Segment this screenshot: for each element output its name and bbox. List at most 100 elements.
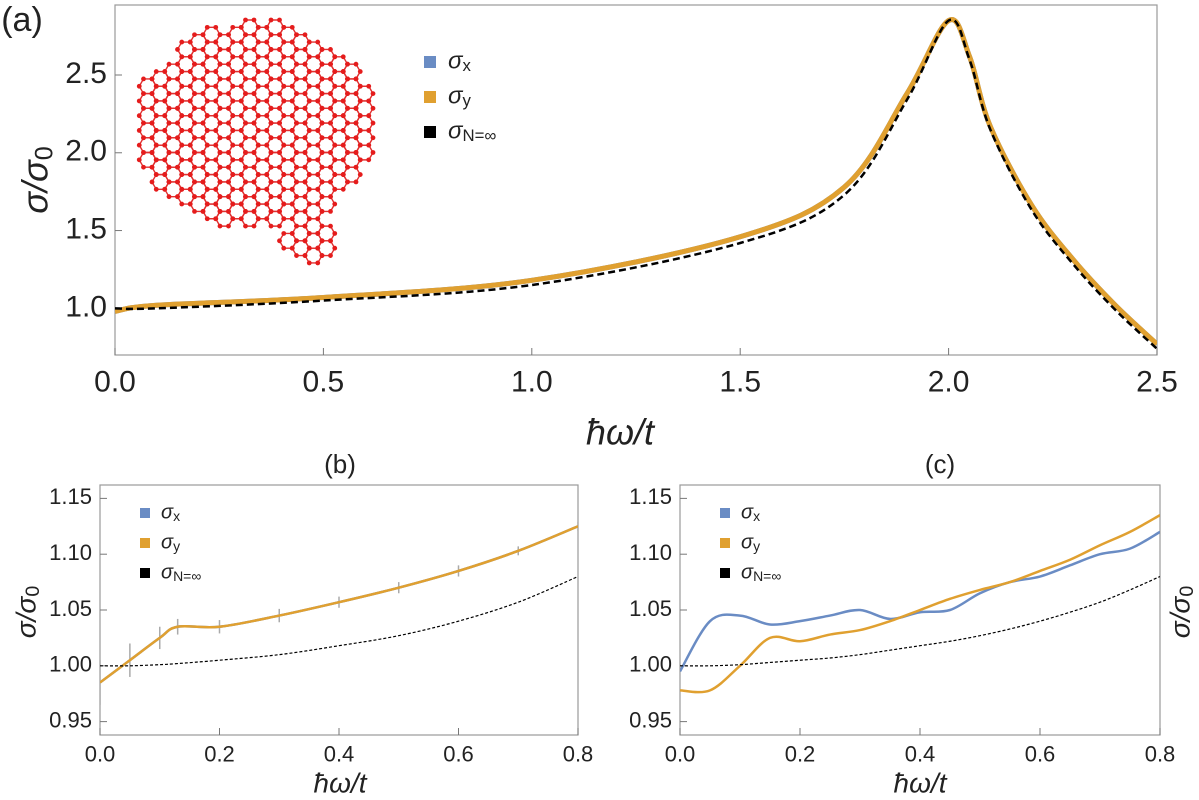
lattice-atom	[277, 61, 282, 67]
lattice-atom	[255, 24, 261, 30]
x-tick-label: 0.0	[94, 365, 136, 398]
lattice-atom	[238, 216, 244, 222]
y-axis-label: σ/σ0	[10, 586, 44, 639]
lattice-atom	[255, 113, 261, 119]
lattice-atom	[243, 150, 248, 155]
lattice-atom	[251, 208, 257, 214]
lattice-atom	[166, 76, 172, 82]
lattice-atom	[319, 76, 325, 82]
lattice-atom	[302, 120, 308, 126]
lattice-atom	[230, 39, 236, 45]
legend-swatch	[140, 568, 150, 578]
lattice-atom	[345, 105, 350, 111]
lattice-atom	[328, 91, 333, 97]
panel-title: (a)	[1, 1, 43, 39]
lattice-atom	[328, 76, 333, 82]
lattice-atom	[192, 61, 197, 67]
lattice-atom	[238, 39, 244, 45]
lattice-atom	[187, 69, 193, 74]
lattice-atom	[289, 83, 295, 89]
lattice-atom	[345, 120, 350, 126]
x-tick-label: 0.8	[563, 742, 594, 767]
y-tick-label: 1.15	[49, 484, 92, 509]
lattice-atom	[187, 157, 193, 163]
lattice-atom	[328, 61, 333, 67]
lattice-atom	[345, 61, 350, 67]
lattice-atom	[213, 54, 219, 60]
x-tick-label: 0.0	[85, 742, 116, 767]
lattice-atom	[149, 91, 155, 97]
lattice-atom	[294, 91, 299, 97]
legend-label: σN=∞	[448, 117, 496, 145]
lattice-atom	[192, 164, 197, 170]
lattice-atom	[264, 128, 270, 133]
lattice-atom	[268, 91, 274, 97]
lattice-atom	[277, 164, 282, 170]
lattice-atom	[226, 150, 231, 155]
lattice-hex	[316, 240, 336, 257]
lattice-atom	[340, 69, 346, 74]
lattice-atom	[179, 39, 185, 45]
lattice-atom	[243, 164, 248, 170]
lattice-atom	[268, 76, 274, 82]
lattice-atom	[277, 208, 282, 214]
lattice-atom	[315, 142, 321, 148]
lattice-atom	[175, 105, 180, 111]
lattice-atom	[200, 150, 206, 155]
lattice-atom	[187, 113, 193, 119]
lattice-atom	[192, 91, 197, 97]
lattice-atom	[204, 142, 210, 148]
lattice-atom	[153, 128, 159, 133]
lattice-atom	[149, 164, 155, 170]
lattice-atom	[268, 223, 274, 229]
lattice-atom	[332, 157, 338, 163]
lattice-atom	[141, 120, 146, 126]
lattice-atom	[217, 32, 223, 38]
lattice-atom	[281, 201, 287, 207]
lattice-hex	[342, 63, 362, 80]
y-tick-label: 2.0	[65, 135, 107, 168]
lattice-atom	[200, 135, 206, 141]
lattice-atom	[353, 150, 359, 155]
lattice-atom	[319, 47, 325, 52]
y-tick-label: 1.05	[629, 596, 672, 621]
lattice-atom	[281, 54, 287, 60]
lattice-atom	[264, 186, 270, 192]
lattice-atom	[264, 69, 270, 74]
lattice-atom	[268, 135, 274, 141]
lattice-atom	[162, 172, 168, 177]
lattice-atom	[315, 231, 321, 236]
lattice-atom	[277, 223, 282, 229]
lattice-atom	[204, 216, 210, 222]
lattice-atom	[166, 194, 172, 200]
lattice-atom	[277, 17, 282, 23]
lattice-atom	[175, 135, 180, 141]
lattice-atom	[289, 216, 295, 222]
lattice-atom	[213, 128, 219, 133]
lattice-atom	[306, 142, 312, 148]
lattice-atom	[217, 179, 223, 185]
lattice-atom	[264, 24, 270, 30]
lattice-atom	[366, 98, 372, 104]
plot-area	[680, 514, 1160, 694]
x-tick-label: 1.0	[511, 365, 553, 398]
lattice-atom	[268, 179, 274, 185]
lattice-atom	[332, 172, 338, 177]
lattice-atom	[166, 120, 172, 126]
lattice-atom	[217, 194, 223, 200]
lattice-atom	[179, 172, 185, 177]
lattice-atom	[230, 83, 236, 89]
lattice-atom	[277, 120, 282, 126]
lattice-atom	[302, 135, 308, 141]
lattice-atom	[251, 61, 257, 67]
lattice-atom	[302, 150, 308, 155]
lattice-atom	[141, 150, 146, 155]
lattice-atom	[281, 83, 287, 89]
lattice-atom	[192, 76, 197, 82]
lattice-atom	[162, 83, 168, 89]
lattice-atom	[204, 24, 210, 30]
lattice-atom	[328, 194, 333, 200]
lattice-atom	[136, 142, 142, 148]
legend-swatch	[140, 538, 150, 548]
lattice-atom	[213, 157, 219, 163]
